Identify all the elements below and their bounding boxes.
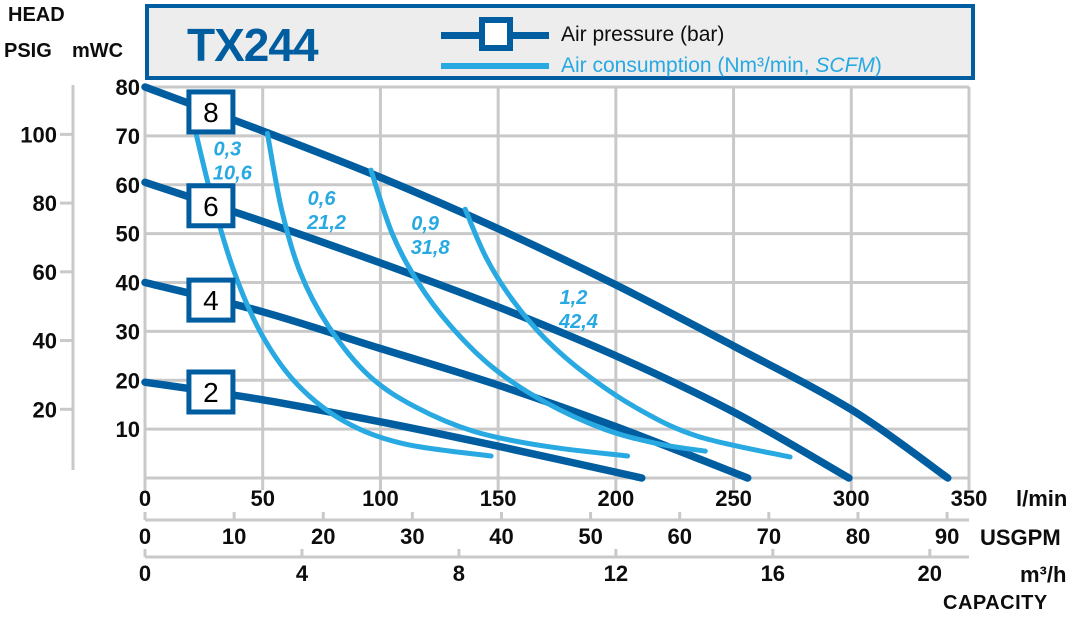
lmin-tick-label-300: 300 [833, 486, 870, 511]
pressure-box-value-4: 4 [203, 285, 219, 316]
usgpm-tick-label-80: 80 [846, 524, 870, 549]
usgpm-tick-label-10: 10 [222, 524, 246, 549]
psig-tick-label-40: 40 [33, 329, 57, 354]
mwc-tick-label-60: 60 [116, 173, 140, 198]
pressure-curve-6bar [141, 178, 853, 482]
pressure-box-value-6: 6 [203, 191, 219, 222]
usgpm-tick-label-50: 50 [578, 524, 602, 549]
m3h-tick-label-20: 20 [918, 561, 942, 586]
mwc-tick-label-30: 30 [116, 319, 140, 344]
lmin-tick-label-250: 250 [715, 486, 752, 511]
mwc-tick-label-20: 20 [116, 368, 140, 393]
mwc-tick-label-10: 10 [116, 417, 140, 442]
consumption-nm3min-value: 0,3 [213, 138, 241, 160]
pressure-box-value-2: 2 [203, 377, 219, 408]
m3h-unit-label: m³/h [1020, 562, 1067, 587]
usgpm-tick-label-40: 40 [489, 524, 513, 549]
psig-tick-label-20: 20 [33, 397, 57, 422]
consumption-curve-4 [462, 206, 793, 460]
consumption-legend-scfm: SCFM [815, 54, 875, 77]
consumption-curves [187, 104, 793, 460]
pressure-label-box-2bar: 2 [186, 369, 236, 415]
consumption-scfm-value: 31,8 [411, 237, 451, 259]
head-axis-title: HEAD [8, 4, 65, 26]
usgpm-tick-label-60: 60 [667, 524, 691, 549]
legend-box: TX244 Air pressure (bar) Air consumption… [145, 4, 975, 80]
lmin-tick-label-200: 200 [597, 486, 634, 511]
lmin-tick-label-100: 100 [362, 486, 399, 511]
usgpm-unit-label: USGPM [980, 525, 1061, 550]
mwc-tick-label-70: 70 [116, 124, 140, 149]
consumption-label-2: 0,621,2 [306, 188, 346, 234]
pressure-label-box-8bar: 8 [186, 89, 236, 135]
consumption-legend-label: Air consumption (Nm³/min, SCFM) [561, 54, 882, 78]
consumption-nm3min-value: 0,6 [308, 188, 337, 210]
lmin-axis [143, 478, 971, 490]
consumption-scfm-value: 21,2 [306, 212, 346, 234]
pressure-label-box-6bar: 6 [186, 183, 236, 229]
mwc-tick-label-50: 50 [116, 222, 140, 247]
psig-axis-label: PSIG [4, 40, 52, 62]
pressure-box-frame [186, 277, 236, 323]
model-title: TX244 [187, 19, 319, 71]
m3h-axis [143, 549, 969, 559]
lmin-tick-label-0: 0 [139, 486, 151, 511]
pressure-square-icon [479, 17, 513, 51]
consumption-label-4: 1,242,4 [558, 287, 598, 333]
pressure-legend-label: Air pressure (bar) [561, 23, 725, 46]
consumption-label-3: 0,931,8 [411, 213, 451, 259]
mwc-tick-label-40: 40 [116, 271, 140, 296]
pressure-curve-8bar [141, 83, 952, 482]
consumption-label-1: 0,310,6 [213, 138, 253, 184]
m3h-tick-label-4: 4 [296, 561, 309, 586]
pressure-label-box-4bar: 4 [186, 277, 236, 323]
capacity-axis-title: CAPACITY [943, 592, 1048, 614]
psig-tick-label-60: 60 [33, 260, 57, 285]
mwc-tick-label-80: 80 [116, 75, 140, 100]
usgpm-tick-label-0: 0 [139, 524, 151, 549]
usgpm-tick-label-90: 90 [935, 524, 959, 549]
pressure-box-frame [186, 183, 236, 229]
consumption-nm3min-value: 0,9 [411, 213, 440, 235]
usgpm-tick-label-30: 30 [400, 524, 424, 549]
consumption-legend-close: ) [874, 54, 882, 77]
lmin-unit-label: l/min [1016, 486, 1068, 511]
m3h-tick-label-12: 12 [604, 561, 628, 586]
consumption-nm3min-value: 1,2 [560, 287, 588, 309]
consumption-scfm-value: 10,6 [213, 162, 253, 184]
consumption-curve-2 [264, 130, 631, 459]
m3h-tick-label-8: 8 [453, 561, 465, 586]
usgpm-tick-label-20: 20 [311, 524, 335, 549]
pressure-box-value-8: 8 [203, 97, 219, 128]
psig-tick-label-80: 80 [33, 191, 57, 216]
lmin-tick-label-50: 50 [250, 486, 274, 511]
pressure-box-frame [186, 89, 236, 135]
psig-tick-label-100: 100 [20, 122, 57, 147]
consumption-curve-3 [368, 167, 708, 454]
psig-axis [60, 85, 75, 470]
lmin-tick-label-150: 150 [480, 486, 517, 511]
usgpm-axis [143, 512, 969, 522]
usgpm-tick-label-70: 70 [757, 524, 781, 549]
m3h-tick-label-16: 16 [761, 561, 785, 586]
consumption-scfm-value: 42,4 [558, 311, 598, 333]
consumption-line-icon [441, 63, 549, 69]
pressure-box-frame [186, 369, 236, 415]
m3h-tick-label-0: 0 [139, 561, 151, 586]
lmin-tick-label-350: 350 [951, 486, 988, 511]
consumption-legend-text: Air consumption (Nm³/min, [561, 54, 816, 77]
mwc-axis-label: mWC [72, 40, 124, 62]
